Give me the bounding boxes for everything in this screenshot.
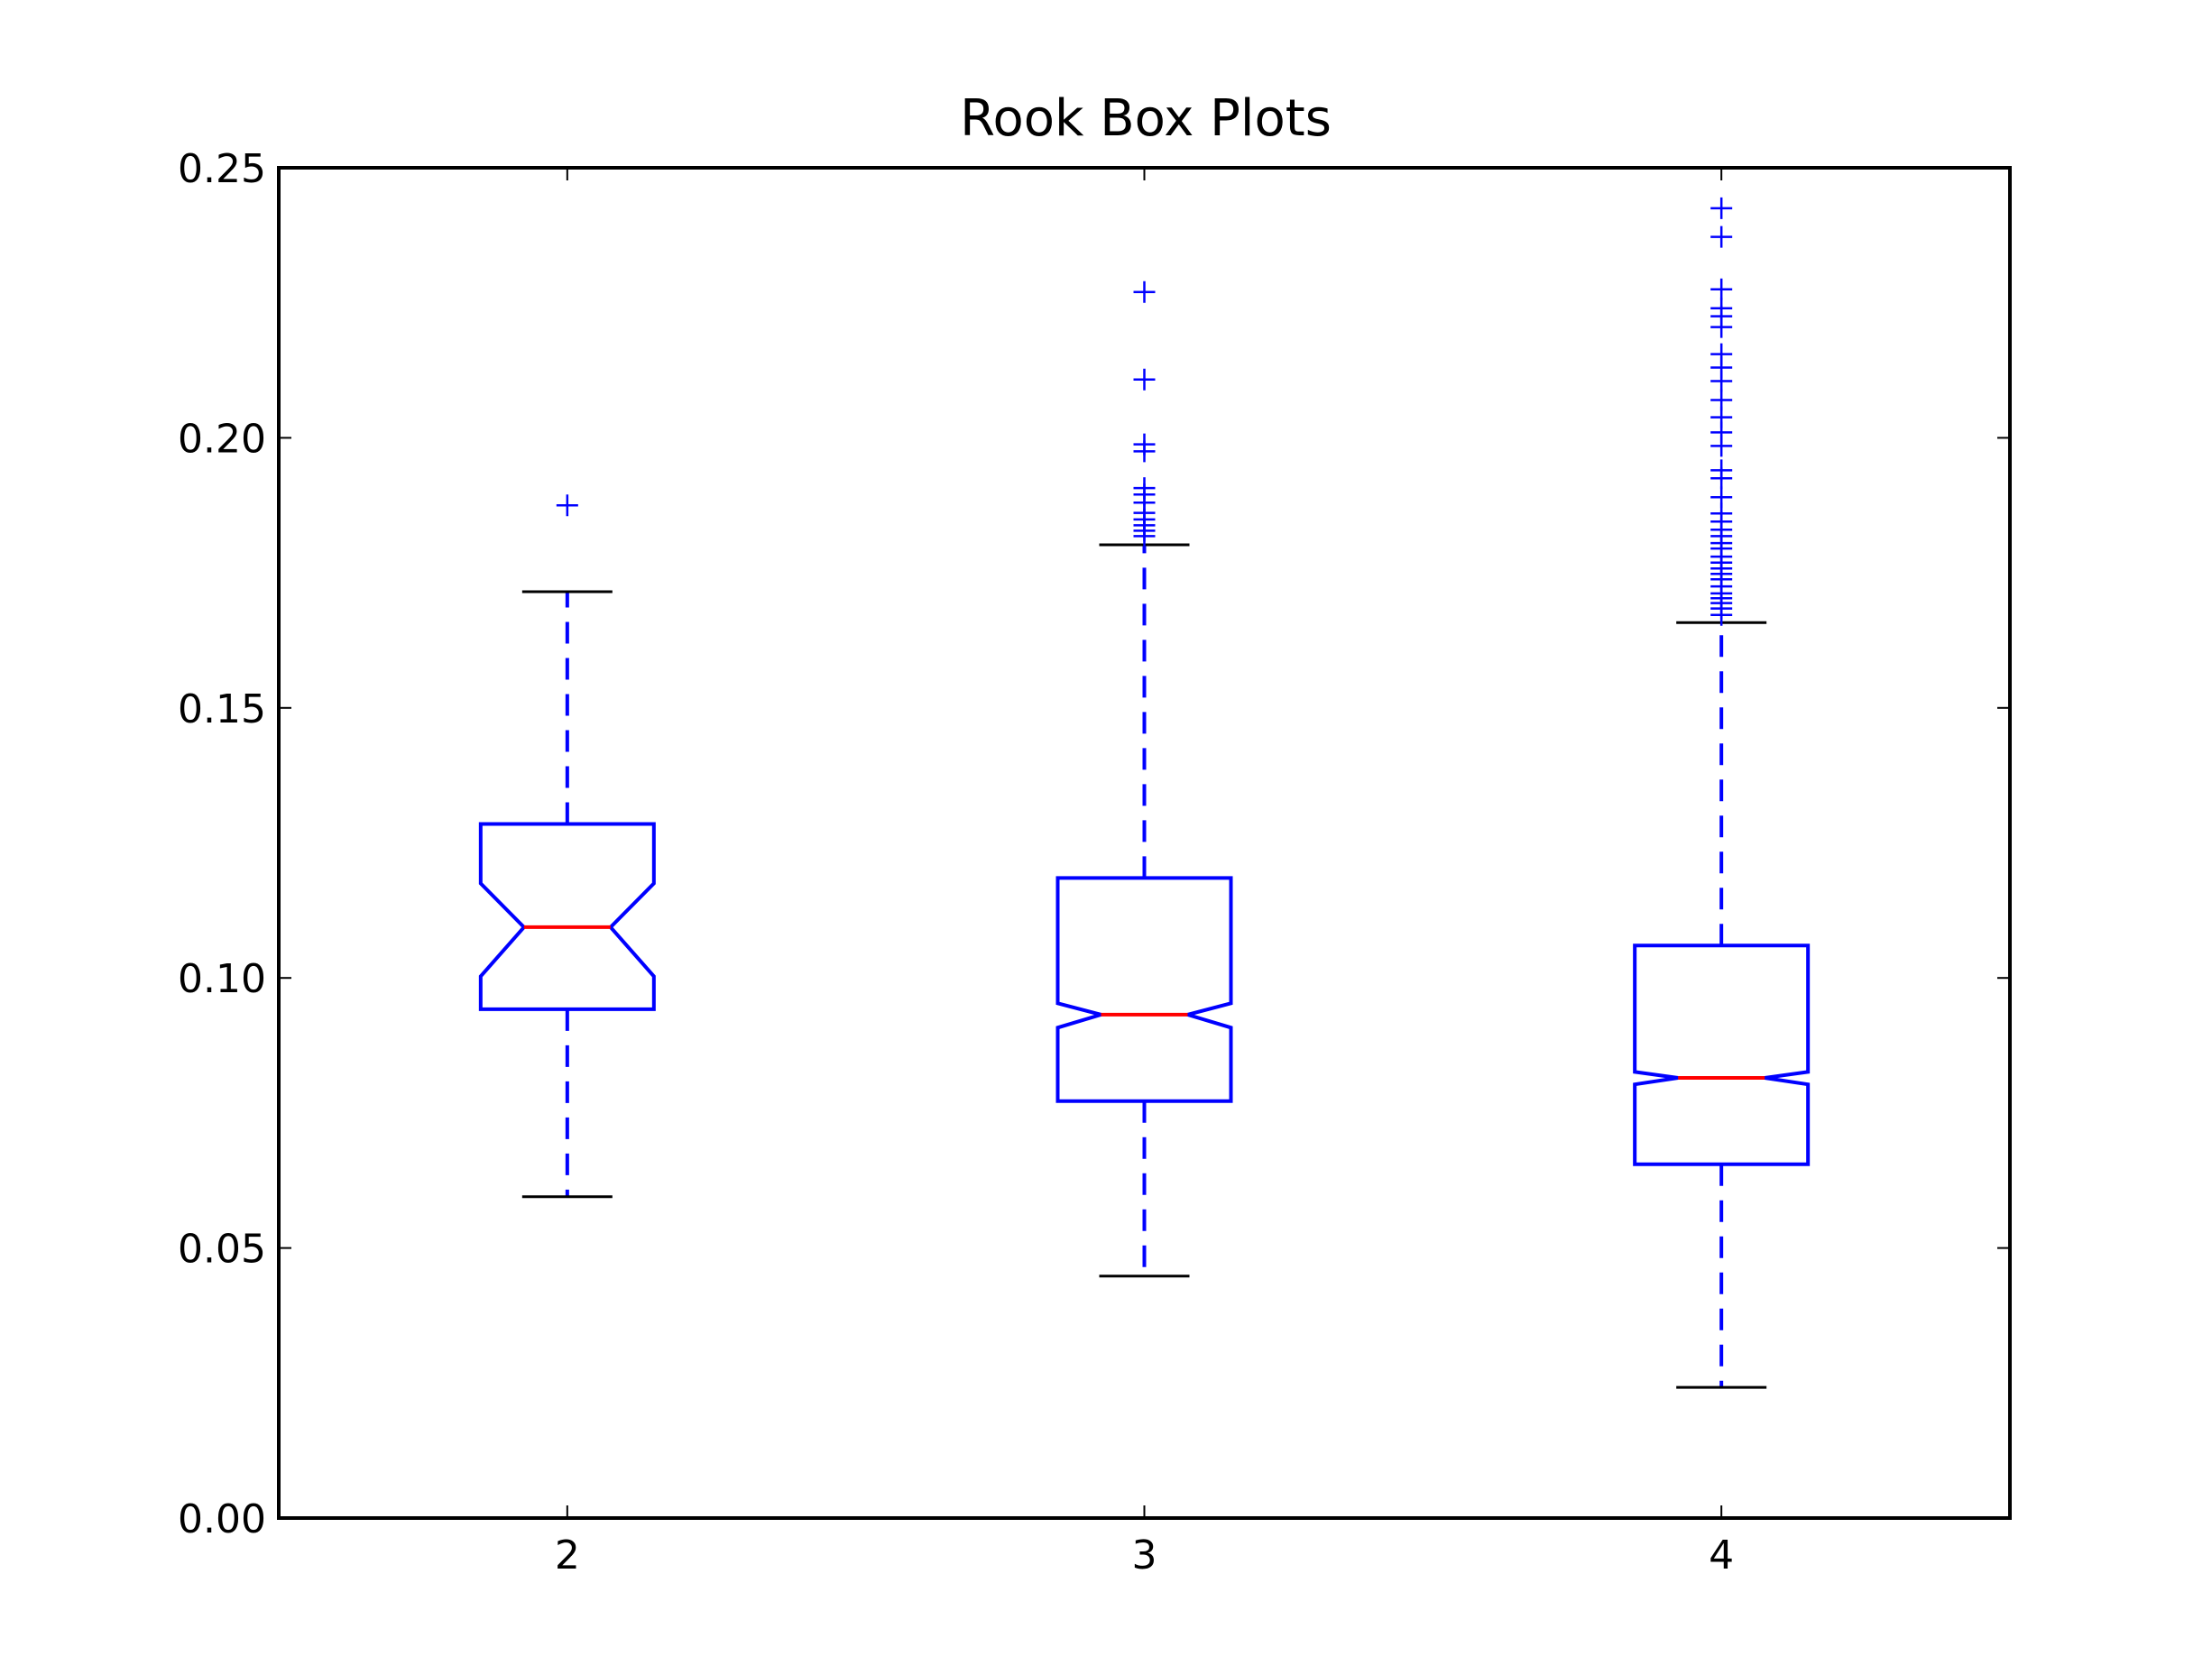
outlier-marker xyxy=(1133,433,1156,456)
outlier-marker xyxy=(1133,281,1156,303)
outlier-marker xyxy=(1133,477,1156,500)
notched-box xyxy=(1633,943,1811,1166)
outlier-marker xyxy=(1710,225,1733,248)
chart-title: Rook Box Plots xyxy=(960,89,1332,148)
outlier-marker xyxy=(1710,278,1733,300)
outlier-marker xyxy=(1710,297,1733,319)
y-tick-label: 0.05 xyxy=(178,1227,266,1273)
y-tick-label: 0.00 xyxy=(178,1496,266,1542)
y-tick-label: 0.20 xyxy=(178,416,266,462)
outlier-marker xyxy=(1710,197,1733,219)
outlier-marker xyxy=(1710,389,1733,411)
x-tick-label: 4 xyxy=(1709,1532,1734,1578)
outlier-marker xyxy=(1710,343,1733,365)
y-tick-label: 0.25 xyxy=(178,146,266,192)
notched-box xyxy=(1055,876,1233,1103)
outlier-marker xyxy=(1133,368,1156,391)
outlier-marker xyxy=(556,494,578,517)
x-tick-label: 3 xyxy=(1132,1532,1157,1578)
x-tick-label: 2 xyxy=(555,1532,580,1578)
outlier-marker xyxy=(1710,486,1733,509)
notched-box xyxy=(478,822,656,1011)
axes-frame xyxy=(277,166,2012,1520)
outlier-marker xyxy=(1710,459,1733,482)
plot-area: 0.00 0.05 0.10 0.15 0.20 0.25 2 3 4 xyxy=(178,146,2012,1578)
y-tick-label: 0.15 xyxy=(178,686,266,732)
y-tick-label: 0.10 xyxy=(178,956,266,1002)
